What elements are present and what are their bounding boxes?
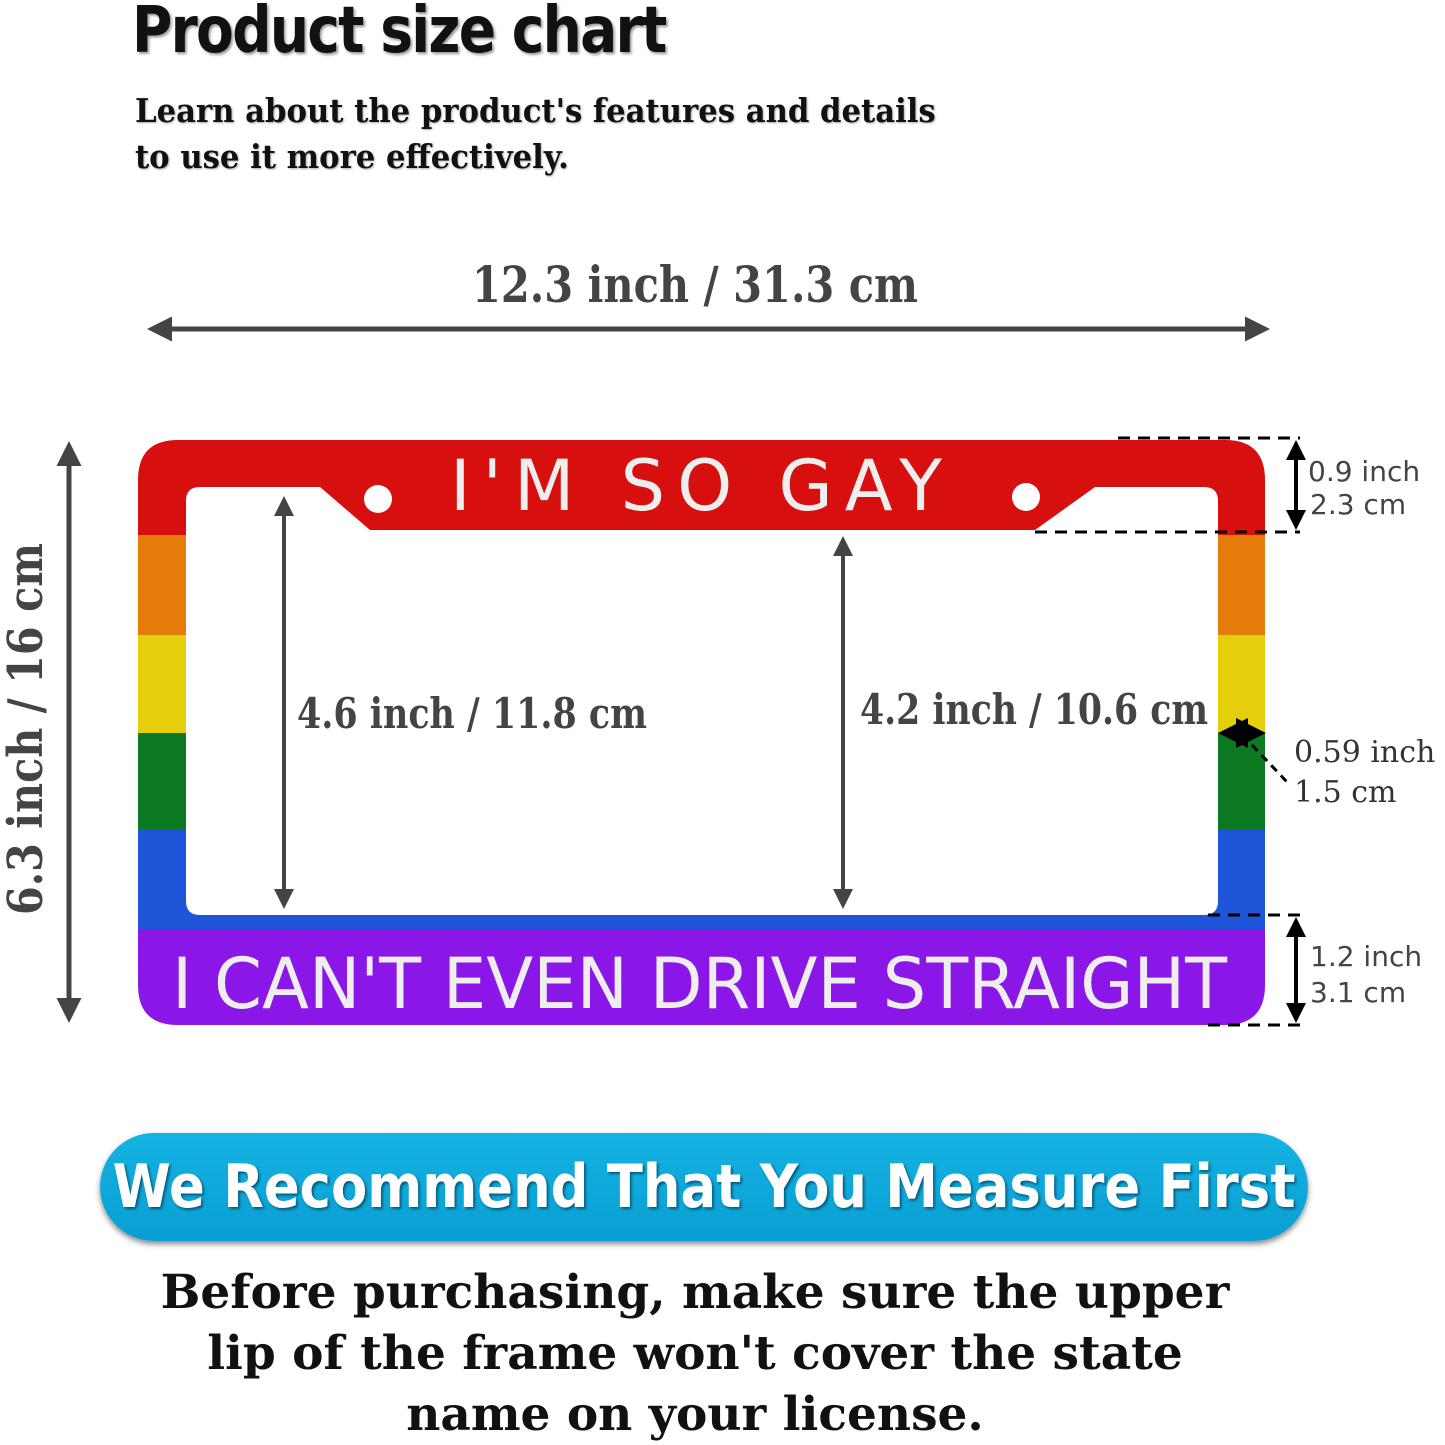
subtitle-line-2: to use it more effectively. (135, 137, 569, 176)
stripe-blue (138, 830, 1265, 930)
side-inch: 0.59 inch (1294, 735, 1435, 770)
top-bar-cm: 2.3 cm (1310, 488, 1406, 521)
screw-hole-right (1012, 483, 1040, 511)
stripe-purple (138, 930, 1265, 1025)
note-line-1: Before purchasing, make sure the upper (160, 1265, 1230, 1320)
opening-center-label: 4.2 inch / 10.6 cm (860, 685, 1208, 734)
note-line-3: name on your license. (406, 1387, 984, 1442)
opening-left-label: 4.6 inch / 11.8 cm (297, 689, 647, 738)
bottom-bar-inch: 1.2 inch (1310, 940, 1422, 973)
subtitle-line-1: Learn about the product's features and d… (135, 91, 936, 130)
note-line-2: lip of the frame won't cover the state (207, 1326, 1183, 1381)
frame-top-text: I'M SO GAY (450, 445, 942, 527)
stripe-orange (138, 535, 1265, 635)
stripe-green (138, 733, 1265, 830)
width-label: 12.3 inch / 31.3 cm (472, 255, 918, 314)
page-subtitle: Learn about the product's features and d… (135, 88, 936, 180)
page-title: Product size chart (132, 0, 667, 68)
banner-text: We Recommend That You Measure First (112, 1152, 1296, 1222)
height-label: 6.3 inch / 16 cm (0, 543, 54, 915)
purchase-note: Before purchasing, make sure the upper l… (0, 1262, 1390, 1445)
top-bar-inch: 0.9 inch (1308, 455, 1420, 488)
side-cm: 1.5 cm (1294, 775, 1397, 810)
recommend-banner: We Recommend That You Measure First (100, 1133, 1308, 1241)
bottom-bar-cm: 3.1 cm (1310, 976, 1406, 1009)
screw-hole-left (364, 485, 392, 513)
frame-bottom-text: I CAN'T EVEN DRIVE STRAIGHT (172, 943, 1227, 1025)
